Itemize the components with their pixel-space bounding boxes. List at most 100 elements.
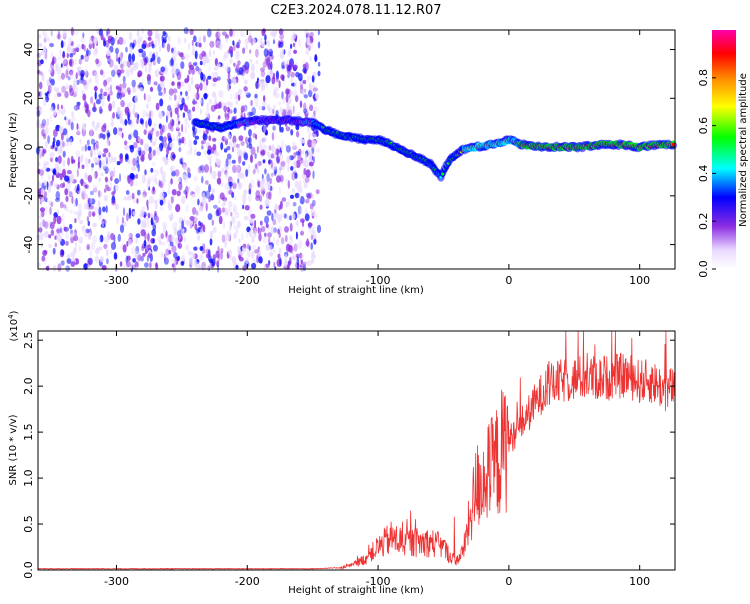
- snr-y-axis-title: SNR (10 * v/v): [8, 414, 19, 485]
- spectrogram-cell: [87, 257, 92, 267]
- spectrogram-cell: [60, 72, 66, 80]
- spectrogram-cell: [136, 189, 141, 196]
- spectrogram-cell: [144, 262, 149, 268]
- spectrogram-cell: [285, 177, 288, 183]
- spectrogram-cell: [166, 112, 171, 117]
- spectrogram-cell: [148, 110, 152, 119]
- spectrogram-y-ticks: -40 -20 0 20 40: [22, 43, 675, 254]
- spectrogram-cell: [73, 79, 77, 88]
- spectrogram-cell: [288, 106, 293, 111]
- spectrogram-cell: [223, 135, 228, 141]
- spectrogram-cell: [60, 104, 63, 109]
- spectrogram-cell: [128, 144, 134, 149]
- spectrogram-cell: [183, 164, 188, 171]
- spectrogram-cell: [215, 209, 220, 217]
- spectrogram-cell: [274, 91, 280, 99]
- spectrogram-cell: [263, 48, 269, 57]
- spectrogram-cell: [299, 218, 305, 223]
- spectrogram-cell: [135, 150, 139, 158]
- spectrogram-cell: [54, 182, 58, 188]
- spectrogram-cell: [209, 230, 214, 239]
- spectrogram-cell: [270, 153, 275, 159]
- spectrogram-cell: [69, 223, 73, 230]
- spectrogram-cell: [152, 212, 156, 222]
- spectrogram-cell: [193, 246, 198, 251]
- spectrogram-cell: [53, 110, 57, 117]
- spectrogram-cell: [148, 51, 153, 59]
- spectrogram-cell: [43, 163, 47, 171]
- spectrogram-cell: [264, 199, 270, 207]
- spectrogram-cell: [222, 31, 227, 36]
- spectrogram-cell: [59, 183, 65, 189]
- spectrogram-cell: [245, 257, 250, 264]
- spectrogram-cell: [133, 103, 136, 111]
- spectrogram-cell: [44, 250, 48, 255]
- spectrogram-cell: [206, 102, 209, 111]
- spectrogram-cell: [81, 164, 85, 170]
- spectrogram-cell: [130, 262, 133, 269]
- spectrogram-cell: [281, 160, 287, 168]
- spectrogram-cell: [165, 249, 170, 259]
- spectrogram-cell: [279, 33, 285, 40]
- spectrogram-cell: [142, 252, 146, 257]
- spectrogram-cell: [268, 145, 272, 151]
- spectrogram-cell: [156, 33, 161, 38]
- spectrogram-cell: [94, 71, 97, 78]
- spectrogram-cell: [195, 65, 200, 72]
- spectrogram-cell: [83, 263, 89, 271]
- spectrogram-cell: [67, 76, 71, 81]
- spectrogram-cell: [86, 243, 90, 250]
- spectrogram-cell: [294, 181, 300, 190]
- spectrogram-cell: [44, 140, 48, 149]
- spectrogram-x-ticks: -300 -200 -100 0 100: [104, 30, 650, 287]
- spectrogram-cell: [250, 146, 256, 155]
- spectrogram-cell: [315, 189, 320, 195]
- spectrogram-cell: [313, 72, 317, 78]
- spectrogram-cell: [233, 207, 237, 216]
- spectrogram-cell: [262, 100, 267, 110]
- spectrogram-cell: [242, 47, 246, 54]
- spectrogram-cell: [84, 157, 89, 164]
- spectrogram-cell: [233, 78, 237, 85]
- spectrogram-cell: [264, 34, 267, 42]
- spectrogram-cell: [304, 153, 308, 161]
- spectrogram-cell: [310, 258, 314, 264]
- spectrogram-cell: [229, 28, 233, 37]
- spectrogram-cell: [135, 245, 140, 255]
- spectrogram-cell: [281, 197, 287, 202]
- spectrogram-cell: [295, 220, 299, 227]
- spectrogram-cell: [306, 193, 312, 200]
- spectrogram-cell: [155, 262, 158, 268]
- spectrogram-cell: [185, 186, 191, 191]
- spectrogram-cell: [294, 192, 300, 199]
- spectrogram-cell: [119, 261, 123, 267]
- y-tick-label: 2.0: [22, 377, 35, 395]
- spectrogram-cell: [65, 69, 69, 79]
- spectrogram-cell: [244, 65, 249, 74]
- spectrogram-cell: [303, 102, 307, 111]
- spectrogram-cell: [169, 214, 174, 220]
- spectrogram-cell: [271, 213, 274, 221]
- spectrogram-cell: [182, 112, 186, 118]
- spectrogram-cell: [306, 37, 311, 46]
- spectrogram-cell: [197, 127, 201, 134]
- spectrogram-cell: [65, 133, 69, 141]
- spectrogram-cell: [235, 211, 240, 219]
- spectrogram-cell: [226, 101, 232, 107]
- spectrogram-cell: [120, 61, 124, 67]
- y-tick-label: 20: [22, 91, 35, 105]
- spectrogram-cell: [300, 259, 303, 264]
- spectrogram-cell: [103, 79, 108, 87]
- spectrogram-cell: [73, 105, 79, 111]
- spectrogram-cell: [295, 95, 299, 103]
- spectrogram-cell: [211, 71, 214, 79]
- spectrogram-cell: [154, 214, 159, 223]
- spectrogram-cell: [164, 160, 169, 166]
- spectrogram-cell: [292, 141, 296, 149]
- spectrogram-cell: [89, 78, 92, 83]
- spectrogram-cell: [303, 182, 308, 189]
- spectrogram-cell: [311, 199, 316, 207]
- spectrogram-cell: [93, 156, 98, 163]
- spectrogram-cell: [38, 169, 45, 176]
- spectrogram-cell: [192, 92, 198, 100]
